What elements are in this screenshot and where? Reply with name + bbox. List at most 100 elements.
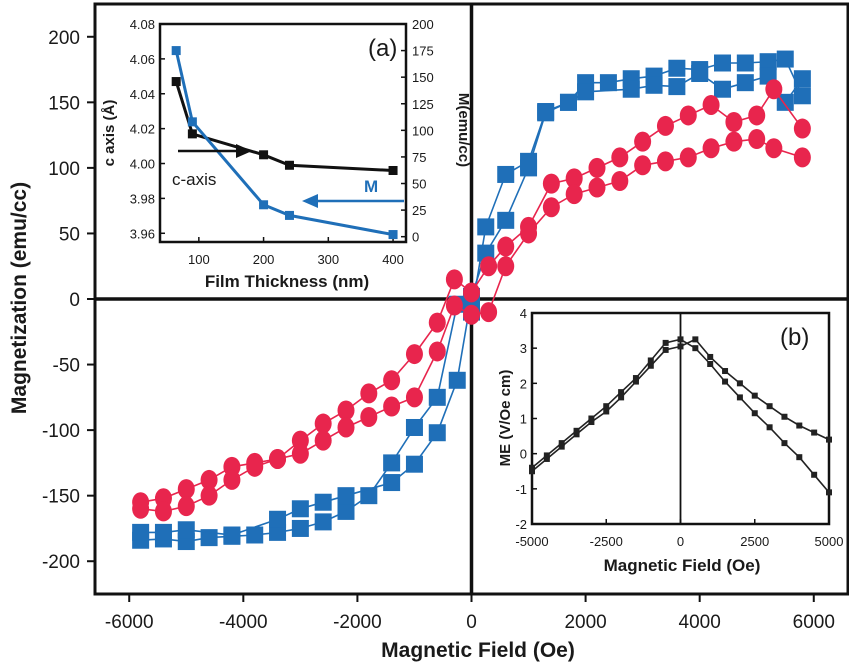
data-point-square (776, 50, 794, 68)
data-point-square (714, 54, 731, 72)
data-point-circle (679, 147, 697, 168)
inset-a-y-axis-label: c axis (Å) (101, 100, 118, 167)
data-point-square (577, 83, 595, 101)
data-point-square (428, 424, 446, 442)
inset-b-data-point (692, 336, 699, 343)
inset-a-data-point (171, 46, 181, 56)
data-point-circle (565, 184, 583, 205)
data-point-square (428, 388, 446, 406)
inset-a-data-point (388, 230, 398, 240)
data-point-circle (200, 469, 218, 490)
data-point-circle (132, 498, 150, 519)
inset-a-data-point (171, 77, 181, 87)
inset-b-data-point (588, 419, 595, 426)
data-point-circle (702, 94, 720, 115)
inset-b-y-tick-label: 1 (520, 412, 527, 427)
data-point-circle (765, 79, 783, 100)
data-point-square (497, 165, 515, 183)
data-point-circle (463, 304, 480, 325)
data-point-circle (634, 131, 652, 152)
data-point-circle (428, 341, 446, 362)
data-point-square (537, 104, 555, 122)
data-point-circle (725, 112, 743, 132)
inset-a-data-point (187, 117, 197, 127)
inset-b-data-point (662, 339, 669, 346)
data-point-square (291, 519, 309, 537)
y-tick-label: -150 (42, 487, 80, 508)
data-point-circle (748, 129, 766, 150)
inset-a-y-tick-label: 4.00 (130, 157, 155, 172)
inset-b-data-point (751, 392, 758, 399)
y-tick-label: 150 (48, 93, 80, 114)
inset-a-c-axis-arrow (178, 144, 252, 158)
inset-b-data-point (811, 471, 818, 478)
inset-b-data-point (543, 455, 550, 462)
inset-a-annotation-m: M (364, 177, 378, 196)
inset-a-y2-tick-label: 200 (412, 17, 434, 32)
data-point-circle (269, 448, 287, 469)
data-point-circle (360, 383, 378, 404)
inset-b-data-point (722, 378, 729, 385)
x-tick-label: 2000 (564, 612, 606, 633)
inset-a-annotation-c-axis: c-axis (172, 170, 216, 189)
data-point-circle (611, 171, 629, 191)
inset-b-y-tick-label: -1 (515, 482, 527, 497)
arrow-head (302, 194, 318, 208)
y-tick-label: 200 (48, 28, 80, 49)
series-line (140, 72, 804, 536)
data-point-circle (679, 105, 697, 126)
data-point-circle (177, 479, 195, 500)
data-point-circle (480, 302, 498, 323)
inset-b-data-point (722, 368, 729, 375)
data-point-square (246, 526, 264, 544)
data-point-square (559, 93, 577, 111)
data-point-square (645, 76, 663, 94)
data-point-square (668, 78, 686, 96)
data-point-square (520, 159, 538, 177)
inset-b-data-point (796, 422, 803, 429)
inset-a-y2-tick-label: 175 (412, 44, 434, 59)
x-tick-label: 4000 (679, 612, 721, 633)
data-point-circle (542, 197, 560, 218)
data-point-square (314, 513, 332, 531)
data-point-square (759, 53, 777, 71)
inset-a-y2-tick-label: 125 (412, 97, 434, 112)
inset-b-data-point (558, 443, 565, 450)
inset-b-x-tick-label: 0 (677, 534, 684, 549)
data-point-circle (291, 443, 309, 464)
data-point-circle (793, 147, 811, 168)
inset-b-data-point (766, 403, 773, 410)
inset-a-y-tick-label: 4.08 (130, 17, 155, 32)
inset-b-data-point (529, 468, 535, 475)
inset-b-data-point (603, 408, 610, 415)
inset-a-y2-tick-label: 50 (412, 177, 426, 192)
data-point-circle (520, 223, 538, 244)
inset-b-x-axis-label: Magnetic Field (Oe) (604, 556, 761, 575)
x-tick-label: -2000 (333, 612, 382, 633)
inset-b-data-point (632, 375, 639, 382)
data-point-circle (337, 417, 355, 438)
inset-a-y2-tick-label: 100 (412, 123, 434, 138)
data-point-circle (445, 295, 463, 316)
inset-a-x-tick-label: 300 (317, 252, 339, 267)
y-tick-label: 100 (48, 159, 80, 180)
inset-b-data-point (529, 464, 535, 471)
data-point-square (793, 70, 811, 88)
data-point-circle (223, 469, 241, 490)
data-point-square (383, 474, 401, 492)
inset-a-data-point (388, 165, 398, 175)
inset-a-y2-tick-label: 150 (412, 70, 434, 85)
x-tick-label: 6000 (793, 612, 835, 633)
inset-b-data-point (796, 454, 803, 461)
inset-a-data-point (284, 210, 294, 220)
data-point-circle (588, 177, 606, 198)
data-point-square (477, 218, 495, 236)
data-point-circle (588, 157, 606, 178)
data-point-circle (656, 151, 674, 172)
data-point-square (691, 64, 709, 82)
data-point-square (177, 521, 195, 539)
data-point-circle (428, 312, 446, 333)
data-point-circle (497, 256, 515, 277)
data-point-circle (611, 147, 629, 168)
